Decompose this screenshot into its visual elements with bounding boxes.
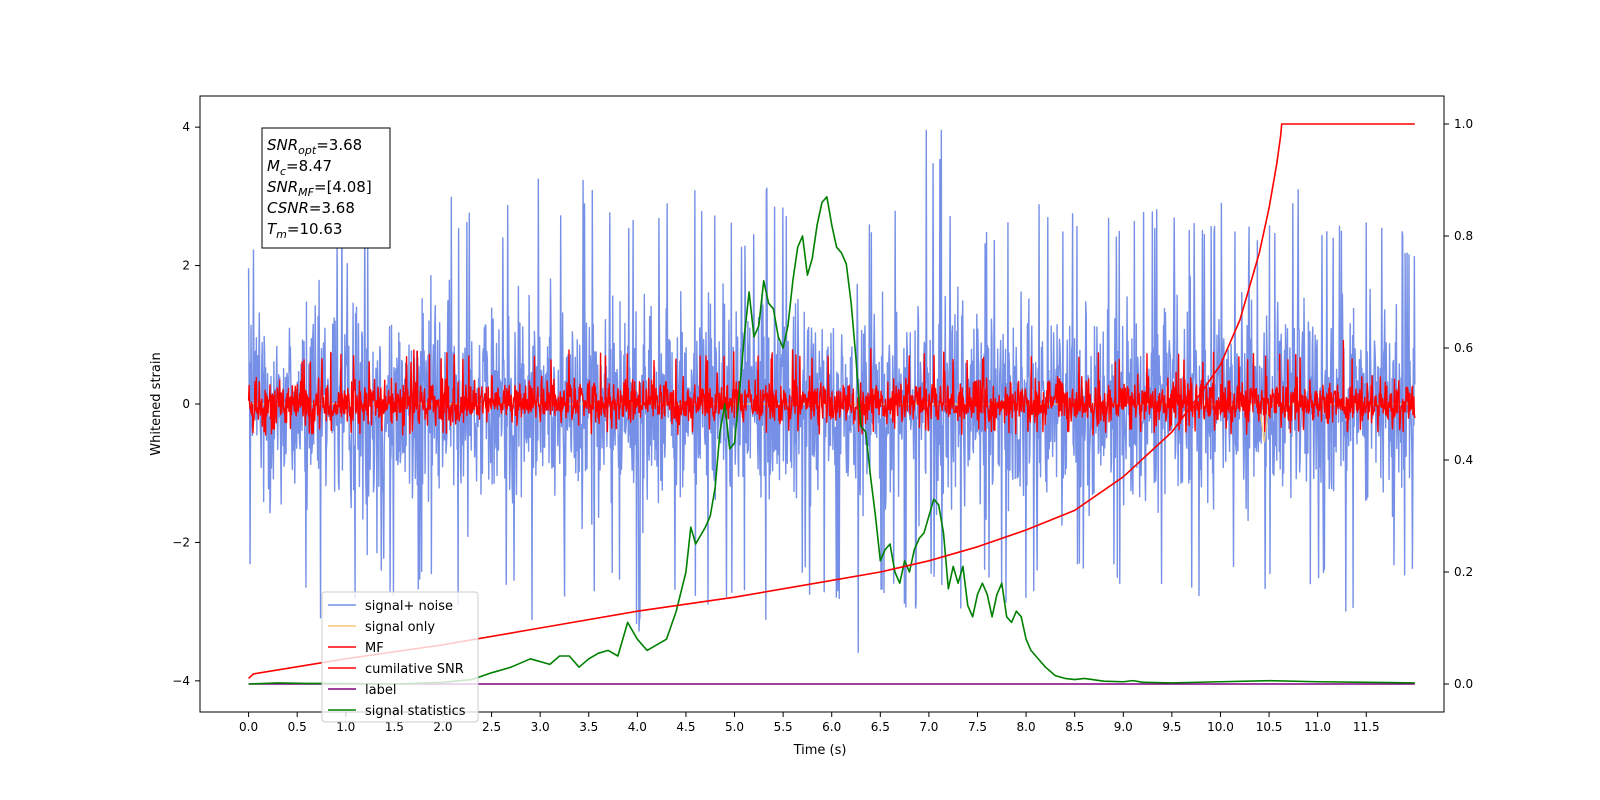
x-tick-label: 3.0 — [531, 720, 550, 734]
legend-label: cumilative SNR — [365, 662, 464, 677]
x-tick-label: 1.5 — [385, 720, 404, 734]
x-tick-label: 11.0 — [1304, 720, 1331, 734]
legend-label: MF — [365, 641, 384, 656]
x-tick-label: 2.0 — [433, 720, 452, 734]
annotation-line: Tm=10.63 — [267, 220, 342, 241]
x-tick-label: 11.5 — [1353, 720, 1380, 734]
legend-label: signal only — [365, 620, 435, 635]
y-tick-label: −2 — [172, 535, 190, 549]
y-tick-label: 4 — [182, 120, 190, 134]
y-tick-label: 2 — [182, 259, 190, 273]
legend: signal+ noise signal only MF cumilative SNR… — [321, 591, 479, 723]
x-tick-label: 8.5 — [1065, 720, 1084, 734]
annotation-line: CSNR=3.68 — [267, 199, 355, 217]
x-tick-label: 7.0 — [919, 720, 938, 734]
annotation-frame — [261, 127, 391, 249]
x-tick-label: 0.5 — [288, 720, 307, 734]
x-tick-label: 5.5 — [774, 720, 793, 734]
x-tick-label: 3.5 — [579, 720, 598, 734]
x-tick-label: 8.0 — [1017, 720, 1036, 734]
x-tick-label: 10.5 — [1256, 720, 1283, 734]
annotation-line: SNRopt=3.68 — [267, 136, 362, 157]
x-tick-label: 4.5 — [676, 720, 695, 734]
x-axis: 0.0 0.5 1.0 1.5 2.0 2.5 3.0 3.5 4.0 4.5 5.0 5.5 6.0 6… — [239, 712, 1380, 734]
y-axis-label: Whitened strain — [149, 352, 164, 455]
x-tick-label: 10.0 — [1207, 720, 1234, 734]
legend-frame — [321, 591, 479, 723]
x-tick-label: 5.0 — [725, 720, 744, 734]
legend-label: signal+ noise — [365, 599, 453, 614]
y-axis-right: 0.0 0.2 0.4 0.6 0.8 1.0 — [1444, 117, 1473, 691]
x-tick-label: 9.0 — [1114, 720, 1133, 734]
x-tick-label: 9.5 — [1162, 720, 1181, 734]
x-tick-label: 6.0 — [822, 720, 841, 734]
x-tick-label: 1.0 — [336, 720, 355, 734]
series-line-cumilative-snr — [248, 123, 1415, 679]
x-tick-label: 6.5 — [871, 720, 890, 734]
y2-tick-label: 0.6 — [1454, 341, 1473, 355]
legend-label: label — [365, 683, 396, 698]
series-line-signal-statistics — [248, 196, 1415, 685]
annotation-line: Mc=8.47 — [267, 157, 332, 178]
y2-tick-label: 0.8 — [1454, 229, 1473, 243]
y2-tick-label: 0.0 — [1454, 677, 1473, 691]
x-tick-label: 2.5 — [482, 720, 501, 734]
series-line-mf — [247, 339, 1416, 436]
legend-label: signal statistics — [365, 704, 466, 719]
y2-tick-label: 1.0 — [1454, 117, 1473, 131]
y-tick-label: −4 — [172, 674, 190, 688]
x-tick-label: 4.0 — [628, 720, 647, 734]
x-tick-label: 0.0 — [239, 720, 258, 734]
x-tick-label: 7.5 — [968, 720, 987, 734]
y-tick-label: 0 — [182, 397, 190, 411]
x-axis-label: Time (s) — [793, 743, 847, 758]
y2-tick-label: 0.4 — [1454, 453, 1473, 467]
annotation-line: SNRMF=[4.08] — [267, 178, 372, 199]
y-axis-left: −4 −2 0 2 4 — [172, 120, 200, 688]
y2-tick-label: 0.2 — [1454, 565, 1473, 579]
